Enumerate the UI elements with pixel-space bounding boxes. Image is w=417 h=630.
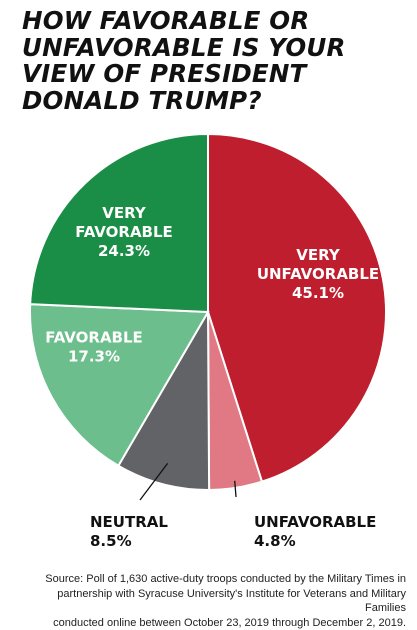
slice-label: FAVORABLE (75, 223, 173, 241)
slice-value-label: 4.8% (254, 532, 296, 550)
source-line: conducted online between October 23, 201… (18, 616, 406, 630)
slice-value-label: 17.3% (68, 348, 120, 366)
source-note: Source: Poll of 1,630 active-duty troops… (18, 572, 406, 630)
slice-label: FAVORABLE (45, 329, 143, 347)
slice-value-label: 45.1% (292, 284, 344, 302)
slice-label: UNFAVORABLE (254, 513, 376, 531)
slice-value-label: 24.3% (98, 242, 150, 260)
source-line: Source: Poll of 1,630 active-duty troops… (18, 572, 406, 587)
slice-value-label: 8.5% (90, 532, 132, 550)
slice-label: UNFAVORABLE (257, 265, 379, 283)
slice-label: VERY (102, 204, 147, 222)
slice-label: NEUTRAL (90, 513, 168, 531)
source-line: partnership with Syracuse University's I… (18, 587, 406, 616)
slice-label: VERY (296, 246, 341, 264)
